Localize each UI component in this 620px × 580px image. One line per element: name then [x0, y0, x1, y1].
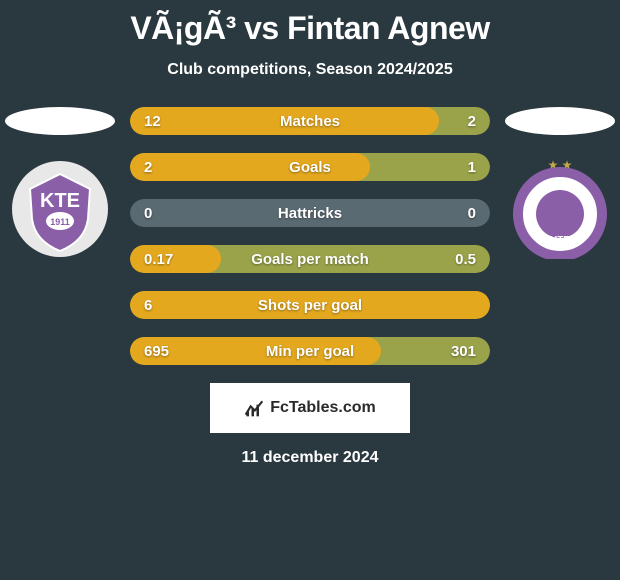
stat-value-right: 0.5	[410, 251, 490, 268]
stat-value-left: 6	[130, 297, 210, 314]
source-badge: FcTables.com	[210, 383, 410, 433]
stat-row: 12Matches2	[130, 107, 490, 135]
stat-label: Goals per match	[210, 251, 410, 268]
stat-label: Goals	[210, 159, 410, 176]
stat-row: 2Goals1	[130, 153, 490, 181]
right-club-logo: ★ ★ UTE ÚJPEST	[510, 159, 610, 259]
stat-label: Min per goal	[210, 343, 410, 360]
svg-text:UTE: UTE	[550, 235, 570, 246]
stat-value-left: 0	[130, 205, 210, 222]
stat-label: Shots per goal	[210, 297, 410, 314]
stat-value-right: 0	[410, 205, 490, 222]
stat-bars: 12Matches22Goals10Hattricks00.17Goals pe…	[130, 107, 490, 365]
stat-value-right: 1	[410, 159, 490, 176]
source-label: FcTables.com	[270, 399, 376, 417]
left-player-silhouette	[5, 107, 115, 135]
right-player-col: ★ ★ UTE ÚJPEST	[500, 107, 620, 259]
stat-row: 6Shots per goal	[130, 291, 490, 319]
stat-label: Matches	[210, 113, 410, 130]
page-title: VÃ¡gÃ³ vs Fintan Agnew	[0, 0, 620, 47]
right-player-silhouette	[505, 107, 615, 135]
stat-value-left: 0.17	[130, 251, 210, 268]
date-line: 11 december 2024	[0, 449, 620, 467]
stat-row: 0.17Goals per match0.5	[130, 245, 490, 273]
stat-label: Hattricks	[210, 205, 410, 222]
chart-icon	[244, 398, 264, 418]
svg-text:1911: 1911	[50, 217, 70, 227]
stat-value-right: 2	[410, 113, 490, 130]
stat-row: 695Min per goal301	[130, 337, 490, 365]
stat-row: 0Hattricks0	[130, 199, 490, 227]
stat-value-right: 301	[410, 343, 490, 360]
comparison-wrap: KTE 1911 ★ ★ UTE ÚJPEST 12Matches22Goals…	[0, 107, 620, 365]
svg-text:KTE: KTE	[40, 190, 80, 212]
stat-value-left: 12	[130, 113, 210, 130]
left-club-logo: KTE 1911	[10, 159, 110, 259]
left-player-col: KTE 1911	[0, 107, 120, 259]
stat-value-left: 695	[130, 343, 210, 360]
stat-value-left: 2	[130, 159, 210, 176]
subtitle: Club competitions, Season 2024/2025	[0, 61, 620, 79]
